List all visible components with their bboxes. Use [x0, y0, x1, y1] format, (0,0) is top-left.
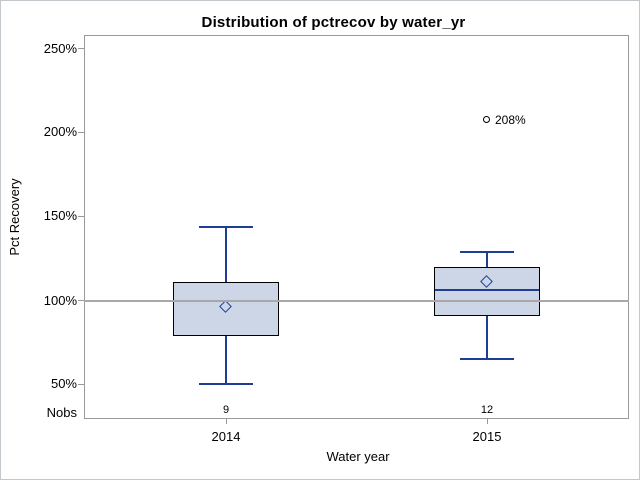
y-tick-label-200: 200% — [43, 124, 77, 139]
x-tick-label-2015: 2015 — [472, 429, 502, 444]
y-tick-label-50: 50% — [50, 376, 77, 391]
whisker-lower-stem — [486, 315, 488, 359]
whisker-upper-stem — [486, 252, 488, 268]
whisker-lower-cap — [199, 383, 253, 385]
nobs-value-2015: 12 — [480, 404, 494, 416]
whisker-lower-stem — [225, 335, 227, 384]
y-tick-mark — [78, 132, 84, 133]
y-tick-mark — [78, 300, 84, 301]
whisker-upper-cap — [460, 251, 514, 254]
y-tick-mark — [78, 216, 84, 217]
y-tick-label-250: 250% — [43, 41, 77, 56]
y-tick-label-100: 100% — [43, 293, 77, 308]
y-tick-label-150: 150% — [43, 208, 77, 223]
whisker-upper-stem — [225, 227, 227, 283]
outlier-label: 208% — [495, 113, 526, 128]
box-iqr — [173, 282, 279, 336]
median-line — [435, 289, 539, 292]
x-tick-mark-2014 — [226, 419, 227, 424]
chart-title: Distribution of pctrecov by water_yr — [201, 14, 466, 31]
x-axis-title: Water year — [326, 449, 390, 464]
y-tick-mark — [78, 384, 84, 385]
whisker-lower-cap — [460, 357, 514, 360]
nobs-value-2014: 9 — [222, 404, 230, 416]
x-tick-label-2014: 2014 — [211, 429, 241, 444]
y-tick-mark — [78, 48, 84, 49]
outlier-point — [483, 116, 490, 124]
x-tick-mark-2015 — [487, 419, 488, 424]
plot-area — [84, 35, 629, 419]
whisker-upper-cap — [199, 226, 253, 229]
reference-line-100pct — [84, 299, 629, 302]
nobs-label: Nobs — [46, 405, 77, 420]
